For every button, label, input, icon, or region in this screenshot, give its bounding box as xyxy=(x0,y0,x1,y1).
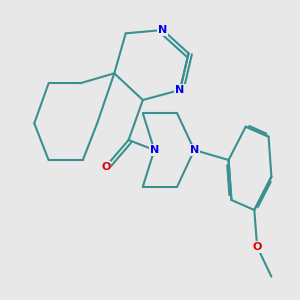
Text: N: N xyxy=(158,25,167,35)
Text: N: N xyxy=(150,145,159,155)
Text: N: N xyxy=(190,145,199,155)
Text: O: O xyxy=(101,162,110,172)
Text: N: N xyxy=(176,85,184,95)
Text: O: O xyxy=(253,242,262,252)
